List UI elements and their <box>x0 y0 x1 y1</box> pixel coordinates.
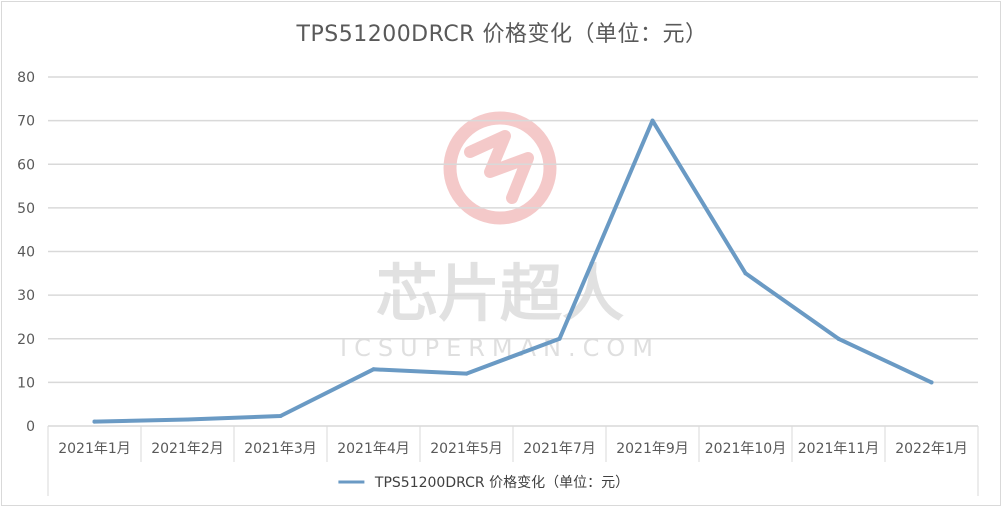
series-line <box>92 118 934 424</box>
y-tick-label: 10 <box>17 375 35 391</box>
gridlines <box>48 76 978 427</box>
x-tick-label: 2021年7月 <box>523 441 596 457</box>
watermark-text: 芯片超人 <box>376 257 624 330</box>
x-tick-label: 2021年3月 <box>244 441 317 457</box>
icsuperman-logo-icon <box>443 111 557 225</box>
x-tick-label: 2021年2月 <box>151 441 224 457</box>
x-axis: 2021年1月 2021年2月 2021年3月 2021年4月 2021年5月 2021年… <box>47 426 979 496</box>
data-point <box>557 336 562 341</box>
y-tick-label: 60 <box>17 157 35 173</box>
x-tick-label: 2021年11月 <box>798 441 879 457</box>
data-point <box>185 417 190 422</box>
data-point <box>371 367 376 372</box>
watermark: 芯片超人 ICSUPERMAN.COM <box>340 111 653 362</box>
y-tick-label: 20 <box>17 332 35 348</box>
data-point <box>92 419 97 424</box>
y-axis-ticks: 0 10 20 30 40 50 60 70 80 <box>17 70 35 435</box>
data-point <box>278 413 283 418</box>
y-tick-label: 70 <box>17 114 35 130</box>
legend: TPS51200DRCR 价格变化（单位：元） <box>338 475 629 491</box>
x-tick-label: 2021年4月 <box>337 441 410 457</box>
chart-title: TPS51200DRCR 价格变化（单位：元） <box>296 22 708 47</box>
y-tick-label: 80 <box>17 70 35 86</box>
x-tick-label: 2021年1月 <box>58 441 131 457</box>
data-point <box>650 118 655 123</box>
x-tick-label: 2021年10月 <box>705 441 786 457</box>
series-layer <box>92 118 934 424</box>
data-point <box>743 271 748 276</box>
x-tick-label: 2021年5月 <box>430 441 503 457</box>
y-tick-label: 0 <box>26 419 35 435</box>
legend-label: TPS51200DRCR 价格变化（单位：元） <box>374 475 629 491</box>
data-point <box>836 336 841 341</box>
x-tick-label: 2021年9月 <box>616 441 689 457</box>
data-point <box>929 380 934 385</box>
y-tick-label: 50 <box>17 201 35 217</box>
data-point <box>464 371 469 376</box>
x-tick-label: 2022年1月 <box>895 441 968 457</box>
y-tick-label: 40 <box>17 245 35 261</box>
y-tick-label: 30 <box>17 288 35 304</box>
